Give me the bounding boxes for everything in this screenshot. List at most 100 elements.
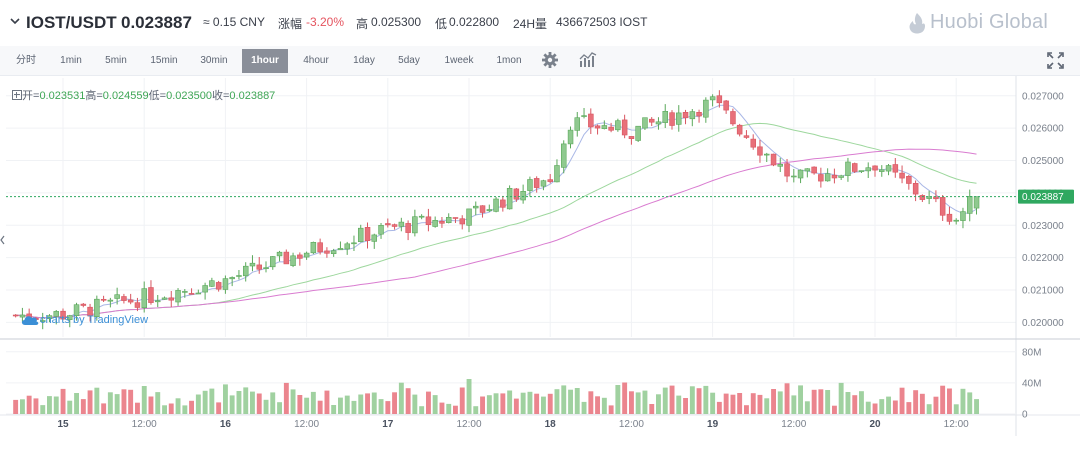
volume-bar (419, 406, 425, 414)
volume-bar (649, 404, 655, 414)
candle-body (168, 297, 175, 301)
volume-axis: 80M 40M 0 (1022, 347, 1041, 420)
candle-body (19, 314, 26, 318)
volume-bar (750, 393, 756, 414)
low-label: 低= (148, 90, 167, 102)
candle-body (371, 234, 377, 242)
volume-bar (520, 392, 526, 414)
candle-body (418, 215, 425, 218)
last-price-badge-box (1018, 189, 1074, 204)
candle-body (80, 303, 87, 306)
volume-bar (453, 405, 458, 414)
candle-body (391, 224, 398, 227)
candle-body (53, 311, 59, 317)
volume-bar (581, 401, 587, 414)
indicators-icon[interactable] (579, 52, 597, 68)
volume-bar (290, 389, 296, 414)
candle-body (818, 174, 824, 182)
interval-tab-1day[interactable]: 1day (353, 55, 375, 66)
volume-bar (811, 389, 817, 414)
candle-body (182, 291, 188, 293)
volume-tick-label: 80M (1022, 347, 1041, 358)
interval-tab-1week[interactable]: 1week (444, 55, 474, 66)
interval-tab-1mon[interactable]: 1mon (496, 55, 522, 66)
time-tick-label: 19 (707, 419, 719, 430)
chevron-down-icon[interactable] (9, 14, 21, 28)
candle-body (337, 248, 344, 251)
volume-bar (80, 399, 86, 414)
volume-bar (500, 393, 506, 414)
candle-body (878, 169, 885, 172)
volume-bar (703, 385, 709, 414)
volume-bar (737, 393, 743, 414)
time-tick-label: 12:00 (456, 419, 481, 430)
volume-bar (94, 387, 100, 414)
volume-bar (595, 396, 600, 414)
volume-bar (304, 397, 310, 414)
candle-body (594, 125, 601, 129)
price-axis: 0.0270000.0260000.0250000.0240000.023000… (1022, 91, 1064, 329)
interval-tab-30min[interactable]: 30min (200, 55, 228, 66)
volume-bar (662, 387, 668, 414)
volume-bar (527, 391, 533, 414)
candle-body (621, 119, 628, 136)
candle-body (906, 176, 912, 184)
candles (12, 90, 980, 330)
time-tick-label: 20 (869, 419, 881, 430)
volume-bar (243, 387, 249, 414)
candle-body (412, 216, 418, 234)
interval-tab-5min[interactable]: 5min (105, 55, 127, 66)
candle-body (486, 209, 493, 212)
candle-body (567, 129, 574, 145)
interval-tab-5day[interactable]: 5day (398, 55, 420, 66)
open-label: 开= (22, 90, 40, 102)
volume-bar (392, 392, 397, 414)
candle-body (675, 112, 682, 125)
candle-body (398, 221, 405, 227)
candle-body (276, 251, 283, 257)
time-tick-label: 17 (382, 419, 394, 430)
collapse-icon[interactable] (12, 90, 22, 100)
volume-bar (960, 388, 966, 414)
volume-bar (744, 405, 749, 414)
interval-tab-1min[interactable]: 1min (60, 55, 82, 66)
volume-bar (141, 386, 147, 414)
high-value: 0.024559 (102, 90, 149, 102)
candle-body (472, 205, 479, 209)
volume-bar (507, 390, 513, 414)
scroll-handle[interactable] (0, 235, 5, 245)
candle-body (615, 120, 621, 131)
price-tick-label: 0.026000 (1022, 124, 1064, 135)
candle-body (824, 173, 831, 182)
volume-bar (26, 395, 32, 414)
candle-body (628, 136, 635, 139)
fullscreen-icon[interactable] (1047, 52, 1064, 69)
volume-bar (229, 395, 235, 414)
price-chart[interactable]: 0.0270000.0260000.0250000.0240000.023000… (0, 76, 1080, 449)
candle-body (966, 196, 973, 214)
volume-bar (67, 400, 73, 414)
volume-bar (412, 394, 418, 414)
candle-body (520, 191, 526, 201)
volume-bar (771, 389, 776, 414)
candle-body (243, 265, 249, 277)
volume-bar (629, 391, 634, 414)
volume-bar (622, 382, 628, 414)
trading-pair[interactable]: IOST/USDT (26, 13, 117, 32)
interval-tab-4hour[interactable]: 4hour (303, 55, 329, 66)
volume-bar (87, 390, 93, 414)
interval-tab-realtime[interactable]: 分时 (16, 55, 36, 66)
volume-bar (385, 401, 391, 414)
candle-body (283, 251, 290, 265)
volume-bar (493, 393, 499, 414)
interval-tab-15min[interactable]: 15min (150, 55, 178, 66)
volume-bar (60, 388, 66, 414)
volume-bar (310, 391, 316, 414)
last-price-badge-label: 0.023887 (1022, 192, 1064, 203)
candle-body (777, 164, 783, 167)
interval-tab-1hour[interactable]: 1hour (242, 49, 288, 73)
gear-icon[interactable] (541, 51, 559, 69)
volume-bar (13, 399, 19, 414)
candle-body (581, 115, 587, 117)
candle-body (669, 112, 675, 126)
